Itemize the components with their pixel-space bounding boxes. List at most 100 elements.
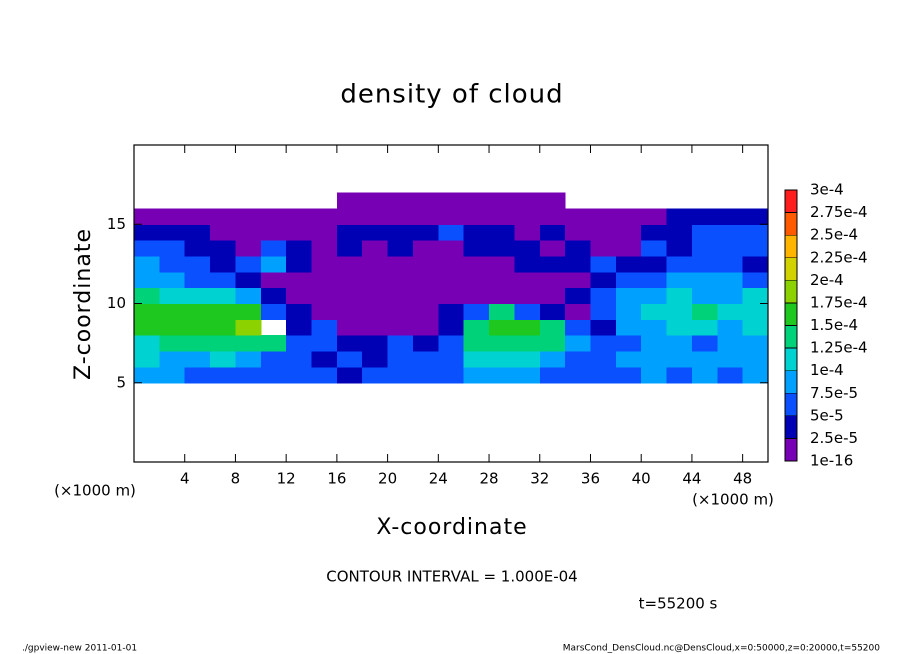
- field-cell: [210, 351, 236, 368]
- field-cell: [210, 287, 236, 304]
- field-cell: [286, 287, 313, 304]
- field-cell: [514, 208, 541, 225]
- field-cell: [590, 224, 617, 241]
- field-cell: [489, 224, 515, 241]
- colorbar-label: 2.5e-5: [810, 429, 858, 447]
- field-cell: [615, 335, 642, 352]
- field-cell: [691, 271, 718, 289]
- field-cell: [260, 351, 287, 368]
- field-cell: [159, 335, 186, 352]
- field-cell: [336, 319, 363, 336]
- field-cell: [412, 224, 439, 241]
- field-cell: [336, 287, 363, 304]
- field-cell: [134, 255, 160, 273]
- field-cell: [184, 255, 211, 273]
- field-cell: [539, 319, 566, 336]
- field-cell: [565, 240, 591, 257]
- field-cell: [235, 240, 262, 257]
- y-unit: (×1000 m): [54, 482, 136, 500]
- field-cell: [260, 287, 287, 304]
- field-cell: [717, 240, 744, 257]
- field-cell: [565, 351, 591, 368]
- field-cell: [235, 319, 262, 336]
- field-cell: [539, 208, 566, 225]
- field-cell: [514, 192, 541, 209]
- field-cell: [691, 351, 718, 368]
- field-cell: [438, 255, 465, 273]
- field-cell: [438, 224, 465, 241]
- field-cell: [184, 335, 211, 352]
- field-cell: [438, 208, 465, 225]
- footer-left: ./gpview-new 2011-01-01: [22, 644, 137, 654]
- field-cell: [235, 303, 262, 320]
- field-cell: [159, 303, 186, 320]
- field-cell: [565, 224, 591, 241]
- field-cell: [514, 271, 541, 289]
- field-cell: [184, 224, 211, 241]
- field-cell: [260, 208, 287, 225]
- field-cell: [717, 366, 744, 384]
- field-cell: [235, 255, 262, 273]
- colorbar-box: [784, 212, 798, 236]
- field-cell: [489, 287, 515, 304]
- field-cell: [134, 366, 160, 384]
- field-cell: [565, 303, 591, 320]
- field-cell: [362, 240, 389, 257]
- field-cell: [362, 335, 389, 352]
- field-cell: [311, 208, 338, 225]
- field-cell: [691, 240, 718, 257]
- field-cell: [691, 366, 718, 384]
- colorbar-label: 7.5e-5: [810, 384, 858, 402]
- field-cell: [362, 351, 389, 368]
- field-cell: [641, 287, 668, 304]
- field-cell: [742, 303, 769, 320]
- field-cell: [362, 192, 389, 209]
- field-cell: [590, 255, 617, 273]
- field-cell: [260, 303, 287, 320]
- field-cell: [260, 335, 287, 352]
- colorbar-box: [784, 415, 798, 439]
- field-cell: [159, 366, 186, 384]
- field-cell: [210, 208, 236, 225]
- x-tick-label: 28: [479, 470, 498, 488]
- colorbar-box: [784, 234, 798, 259]
- field-cell: [590, 335, 617, 352]
- field-cell: [134, 351, 160, 368]
- field-cell: [210, 303, 236, 320]
- field-cell: [463, 351, 490, 368]
- colorbar-box: [784, 189, 798, 213]
- field-cell: [463, 366, 490, 384]
- field-cell: [387, 366, 414, 384]
- field-cell: [235, 366, 262, 384]
- field-cell: [615, 319, 642, 336]
- field-cell: [336, 303, 363, 320]
- field-cell: [615, 287, 642, 304]
- field-cell: [489, 319, 515, 336]
- field-cell: [489, 366, 515, 384]
- field-cell: [210, 255, 236, 273]
- y-tick-label: 10: [107, 294, 126, 312]
- field-cell: [159, 208, 186, 225]
- field-cell: [590, 240, 617, 257]
- colorbar-box: [784, 392, 798, 417]
- colorbar-box: [784, 347, 798, 372]
- field-cell: [666, 319, 693, 336]
- field-cell: [717, 255, 744, 273]
- field-cell: [590, 351, 617, 368]
- field-cell: [235, 351, 262, 368]
- field-cell: [539, 271, 566, 289]
- colorbar-label: 2e-4: [810, 271, 844, 289]
- field-cell: [438, 192, 465, 209]
- field-cell: [311, 366, 338, 384]
- field-cell: [286, 208, 313, 225]
- field-cell: [641, 366, 668, 384]
- field-cell: [159, 271, 186, 289]
- field-cell: [489, 208, 515, 225]
- field-cell: [742, 366, 769, 384]
- field-cell: [641, 351, 668, 368]
- field-cell: [742, 255, 769, 273]
- field-cell: [691, 335, 718, 352]
- field-cell: [134, 271, 160, 289]
- field-cell: [565, 255, 591, 273]
